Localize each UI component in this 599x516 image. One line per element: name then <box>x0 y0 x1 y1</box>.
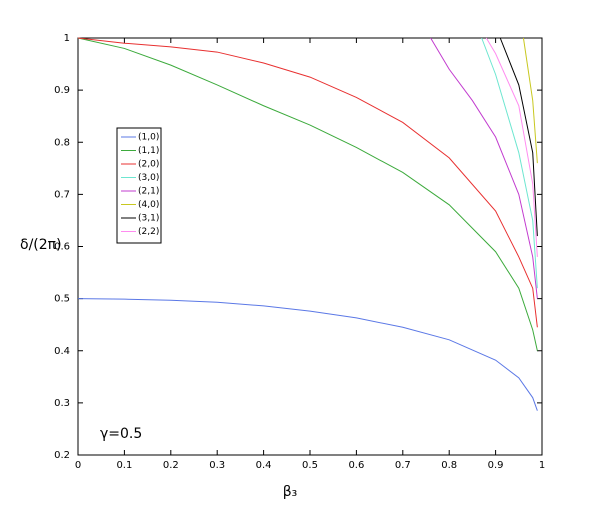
x-tick-label: 0.7 <box>395 460 411 471</box>
annotation: γ=0.5 <box>100 426 142 442</box>
legend-label: (2,1) <box>138 187 159 197</box>
legend-label: (2,0) <box>138 160 159 170</box>
series-line <box>77 37 538 351</box>
y-tick-label: 1 <box>64 33 70 44</box>
legend-label: (4,0) <box>138 200 159 210</box>
x-tick-label: 0.8 <box>441 460 457 471</box>
x-tick-label: 0 <box>75 460 81 471</box>
x-tick-label: 0.2 <box>163 460 179 471</box>
y-tick-label: 0.4 <box>54 346 70 357</box>
legend-label: (1,0) <box>138 133 159 143</box>
series-line <box>481 37 538 289</box>
x-tick-label: 1 <box>539 460 545 471</box>
x-tick-label: 0.1 <box>116 460 132 471</box>
legend-label: (3,0) <box>138 173 159 183</box>
y-tick-label: 0.7 <box>54 189 70 200</box>
x-axis-label: β₃ <box>283 484 298 500</box>
series-line <box>430 37 538 299</box>
x-tick-label: 0.9 <box>488 460 504 471</box>
series-line <box>485 37 538 257</box>
legend-label: (1,1) <box>138 146 159 156</box>
legend-label: (3,1) <box>138 214 159 224</box>
y-tick-label: 0.5 <box>54 294 70 305</box>
series-line <box>499 37 538 237</box>
y-tick-label: 0.8 <box>54 137 70 148</box>
x-tick-label: 0.4 <box>256 460 272 471</box>
legend-label: (2,2) <box>138 227 159 237</box>
series-line <box>77 37 538 328</box>
y-tick-label: 0.6 <box>54 242 70 253</box>
y-tick-label: 0.9 <box>54 85 70 96</box>
x-tick-label: 0.5 <box>302 460 318 471</box>
y-tick-label: 0.2 <box>54 450 70 461</box>
x-tick-label: 0.6 <box>348 460 364 471</box>
legend-box <box>116 127 162 244</box>
series-line <box>522 37 538 164</box>
x-tick-label: 0.3 <box>209 460 225 471</box>
y-axis-label: δ/(2π) <box>20 237 62 253</box>
series-line <box>77 298 538 411</box>
y-tick-label: 0.3 <box>54 398 70 409</box>
